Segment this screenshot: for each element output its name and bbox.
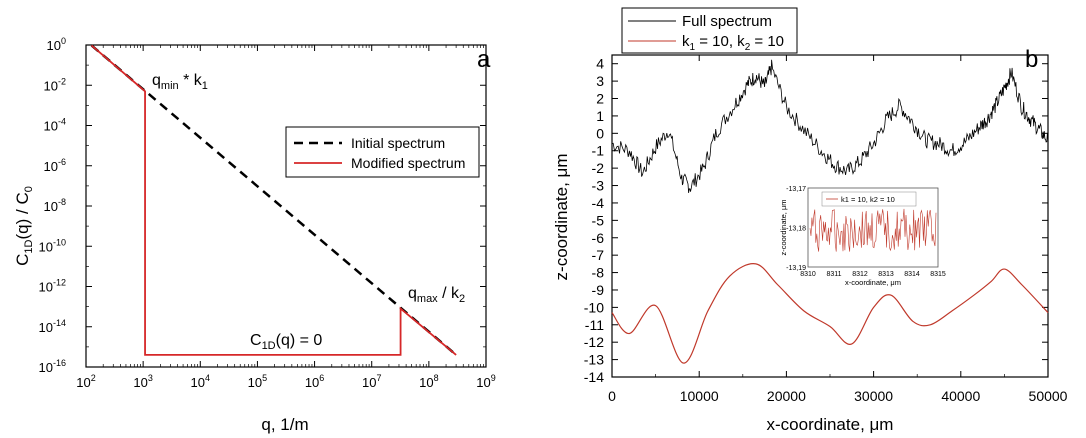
x-tick-label-b: 20000 [767,388,806,404]
x-tick-label-b: 10000 [680,388,719,404]
y-tick-label-b: -11 [585,317,604,333]
x-axis-label-a: q, 1/m [261,415,308,434]
y-tick-label-a: 10-10 [39,237,66,254]
x-tick-label-b: 30000 [854,388,893,404]
inset-chart: k1 = 10, k2 = 10 8310 8311 8312 8313 8314 8315… [779,186,946,287]
y-tick-label-b: -4 [592,195,605,211]
inset-x-tick-label: 8313 [878,271,894,278]
x-tick-label-a: 104 [191,373,210,390]
legend-box-a [285,126,480,178]
y-tick-label-a: 10-6 [44,157,66,174]
legend-b: Full spectrum k1 = 10, k2 = 10 [621,7,798,54]
x-tick-label-b: 50000 [1029,388,1068,404]
legend-label-initial: Initial spectrum [351,135,445,151]
x-tick-label-a: 107 [362,373,381,390]
inset-legend-label: k1 = 10, k2 = 10 [841,195,895,204]
inset-x-tick-label: 8310 [800,271,816,278]
inset-y-tick-label: -13,17 [786,186,806,193]
x-tick-label-a: 105 [248,373,267,390]
inset-legend-box [821,191,917,207]
annotation-a: qmin * k1 [152,72,208,92]
y-tick-label-b: -7 [592,247,605,263]
y-tick-label-b: 2 [596,91,604,107]
x-tick-label-b: 0 [608,388,616,404]
y-axis-label-b: z-coordinate, μm [552,154,571,281]
y-tick-label-b: -3 [592,178,605,194]
inset-x-tick-label: 8314 [904,271,920,278]
chart-panel-b: b x-coordinate, μm z-coordinate, μm 0 100… [552,7,1068,434]
y-tick-label-a: 10-16 [39,358,66,375]
series-full-spectrum [611,59,1049,193]
x-tick-label-a: 109 [476,373,495,390]
inset-x-tick-label: 8315 [930,271,946,278]
y-tick-label-b: 3 [596,73,604,89]
y-tick-label-b: 1 [596,108,604,124]
y-tick-label-b: -2 [592,160,605,176]
x-tick-label-a: 102 [76,373,95,390]
y-tick-label-b: -5 [592,212,605,228]
annotation-a: qmax / k2 [408,285,465,305]
plot-frame-a [85,44,487,368]
y-tick-label-b: -10 [584,299,604,315]
y-tick-label-a: 10-4 [44,117,66,134]
y-tick-label-a: 10-2 [44,76,66,93]
legend-label-full: Full spectrum [682,13,772,30]
y-tick-label-b: 4 [596,56,604,72]
series-initial-spectrum [90,44,457,356]
y-axis-label-a: C1D(q) / C0 [13,186,35,266]
y-tick-label-b: -1 [592,143,605,159]
legend-label-modified: Modified spectrum [351,155,465,171]
inset-y-tick-label: -13,19 [786,265,806,272]
y-tick-label-b: -9 [592,282,605,298]
legend-box-b [621,7,798,54]
y-tick-label-a: 10-8 [44,197,66,214]
panel-label-a: a [477,46,491,73]
inset-x-tick-label: 8312 [852,271,868,278]
x-tick-label-a: 106 [305,373,324,390]
x-tick-label-a: 103 [133,373,152,390]
series-modified-spectrum [90,44,457,356]
x-axis-label-b: x-coordinate, μm [767,415,894,434]
chart-panel-a: a q, 1/m C1D(q) / C0 102 103 104 105 106 107 1… [13,36,496,434]
y-tick-label-a: 10-12 [39,278,66,295]
legend-label-k: k1 = 10, k2 = 10 [682,33,784,53]
y-tick-label-b: -13 [584,352,604,368]
panel-label-b: b [1025,46,1038,73]
y-tick-label-b: -14 [584,369,604,385]
y-tick-label-a: 100 [47,36,66,53]
inset-series [809,208,937,252]
inset-y-tick-label: -13,18 [786,226,806,233]
x-tick-label-b: 40000 [941,388,980,404]
inset-x-label: x-coordinate, μm [845,278,901,287]
y-tick-label-b: -12 [584,334,604,350]
inset-y-label: z-coordinate, μm [779,199,788,255]
x-tick-label-a: 108 [419,373,438,390]
y-tick-label-b: -6 [592,230,605,246]
inset-x-tick-label: 8311 [826,271,841,278]
legend-a: Initial spectrum Modified spectrum [285,126,480,178]
y-tick-label-b: 0 [596,125,604,141]
y-tick-label-a: 10-14 [39,318,66,335]
annotation-a: C1D(q) = 0 [250,332,322,352]
y-tick-label-b: -8 [592,265,605,281]
series-k1-k2-10 [611,263,1049,364]
